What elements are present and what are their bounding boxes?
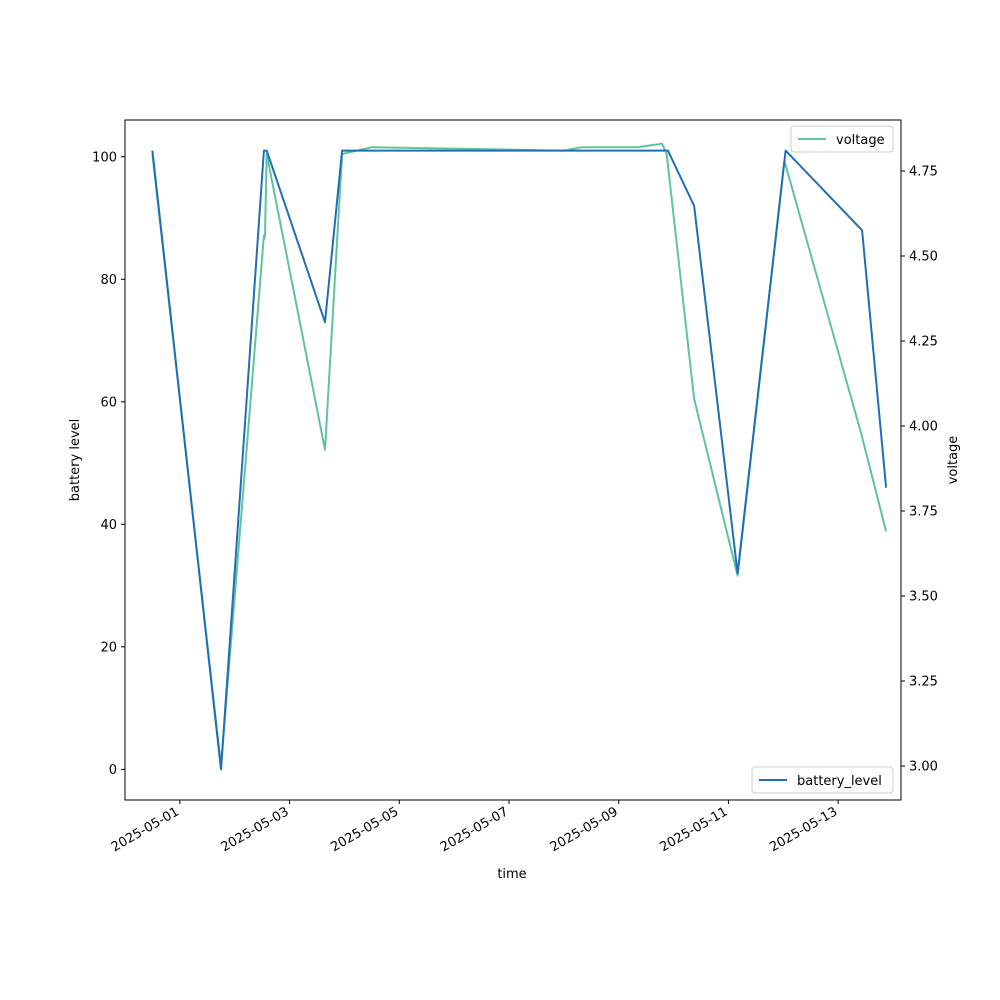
left-y-tick-label: 80: [100, 273, 117, 288]
x-tick-label: 2025-05-05: [328, 804, 401, 855]
x-tick-label: 2025-05-07: [438, 804, 511, 855]
left-y-axis-label: battery level: [68, 419, 83, 502]
right-y-axis-ticks: 3.00 3.25 3.50 3.75 4.00 4.25 4.50 4.75: [901, 165, 938, 775]
right-y-tick-label: 3.25: [909, 675, 938, 690]
x-tick-label: 2025-05-01: [109, 804, 182, 855]
left-y-tick-label: 0: [109, 763, 117, 778]
left-y-tick-label: 40: [100, 518, 117, 533]
series-layer: [151, 142, 888, 771]
right-y-tick-label: 4.00: [909, 420, 938, 435]
left-y-tick-label: 100: [92, 150, 117, 165]
legend-voltage: voltage: [790, 125, 894, 153]
right-y-tick-label: 4.75: [909, 165, 938, 180]
plot-background: [125, 120, 901, 800]
x-tick-label: 2025-05-13: [767, 804, 840, 855]
legend-voltage-label: voltage: [836, 133, 885, 148]
legend-battery-level-box: [751, 766, 894, 794]
legend-voltage-box: [790, 125, 894, 153]
x-tick-label: 2025-05-03: [219, 804, 292, 855]
legend-battery-level-label: battery_level: [797, 774, 882, 789]
x-tick-label: 2025-05-09: [548, 804, 621, 855]
right-y-tick-label: 3.75: [909, 505, 938, 520]
right-y-axis-label: voltage: [946, 436, 961, 485]
plot-frame: [124, 119, 902, 801]
left-y-tick-label: 20: [100, 640, 117, 655]
right-y-tick-label: 4.50: [909, 250, 938, 265]
left-y-tick-label: 60: [100, 395, 117, 410]
series-line-battery-level: [151, 149, 888, 771]
x-axis-label: time: [497, 867, 526, 882]
right-y-tick-label: 4.25: [909, 335, 938, 350]
right-y-tick-label: 3.00: [909, 760, 938, 775]
x-axis-ticks: 2025-05-01 2025-05-03 2025-05-05 2025-05-07…: [109, 800, 840, 855]
left-y-axis-ticks: 0 20 40 60 80 100: [92, 150, 125, 778]
legend-battery-level: battery_level: [751, 766, 894, 794]
x-tick-label: 2025-05-11: [657, 804, 730, 855]
right-y-tick-label: 3.50: [909, 590, 938, 605]
